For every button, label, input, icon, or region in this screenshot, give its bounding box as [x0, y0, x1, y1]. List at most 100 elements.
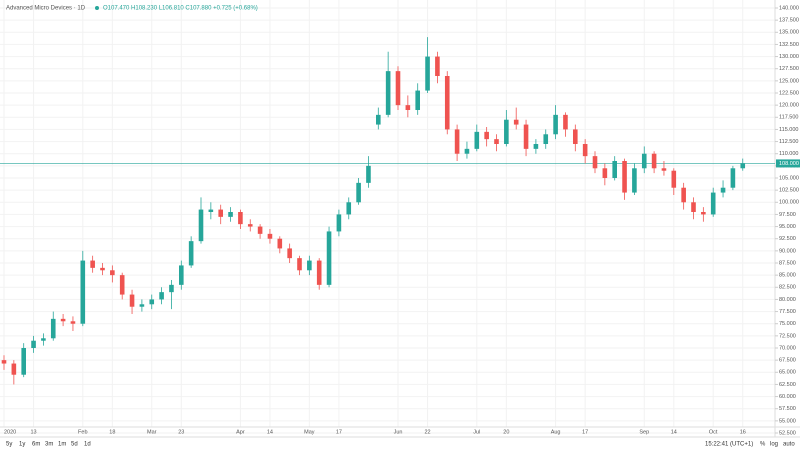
- candle-body: [730, 168, 736, 188]
- candle-body: [247, 224, 253, 227]
- candle-body: [681, 187, 686, 203]
- y-tick-label: 65.000: [779, 370, 796, 376]
- candle-body: [582, 144, 588, 157]
- y-tick-label: 67.500: [779, 358, 796, 364]
- y-tick-label: 95.000: [779, 224, 796, 230]
- candle-body: [671, 170, 677, 188]
- candle-body: [277, 238, 283, 249]
- range-button[interactable]: 3m: [45, 442, 53, 448]
- candle-body: [701, 212, 706, 215]
- candle-body: [307, 260, 312, 271]
- candle-body: [297, 258, 302, 271]
- y-tick-label: 97.500: [779, 212, 796, 218]
- x-tick-label: 17: [582, 429, 588, 435]
- y-tick-label: 132.500: [779, 42, 799, 48]
- y-tick-label: 100.000: [779, 200, 799, 206]
- candle-body: [188, 241, 194, 266]
- candle-body: [740, 163, 746, 169]
- x-tick-label: 2020: [4, 429, 16, 435]
- candle-body: [238, 212, 243, 225]
- candle-body: [612, 161, 617, 178]
- y-tick-label: 82.500: [779, 285, 796, 291]
- candle-body: [474, 131, 480, 149]
- status-dot: [95, 6, 99, 10]
- range-button[interactable]: 1d: [84, 442, 91, 448]
- scale-option[interactable]: auto: [783, 442, 795, 448]
- candle-body: [632, 168, 637, 193]
- last-price-tag: [776, 159, 800, 168]
- candle-body: [356, 182, 361, 203]
- candle-body: [425, 56, 430, 91]
- scale-option[interactable]: %: [760, 442, 766, 448]
- y-tick-label: 62.500: [779, 382, 796, 388]
- x-tick-label: Mar: [147, 429, 157, 435]
- candle-body: [395, 71, 401, 106]
- candle-body: [149, 299, 155, 305]
- candle-body: [1, 360, 7, 364]
- candle-body: [415, 90, 420, 110]
- y-tick-label: 125.000: [779, 78, 799, 84]
- candle-body: [444, 76, 450, 130]
- y-tick-label: 55.000: [779, 418, 796, 424]
- candle-body: [129, 294, 135, 307]
- x-tick-label: Oct: [709, 429, 718, 435]
- ohlc-readout: O107.470 H108.230 L106.810 C107.880 +0.7…: [103, 6, 258, 12]
- range-button[interactable]: 1m: [58, 442, 66, 448]
- candle-body: [208, 209, 214, 212]
- range-button[interactable]: 5y: [6, 442, 12, 448]
- candle-body: [21, 348, 26, 375]
- candle-body: [346, 202, 352, 215]
- y-tick-label: 85.000: [779, 273, 796, 279]
- x-tick-label: 17: [336, 429, 342, 435]
- y-tick-label: 52.500: [779, 430, 796, 436]
- candle-body: [464, 148, 470, 154]
- y-tick-label: 135.000: [779, 30, 799, 36]
- candle-body: [267, 233, 273, 239]
- candle-body: [641, 153, 647, 169]
- y-tick-label: 75.000: [779, 321, 796, 327]
- candle-body: [385, 71, 391, 115]
- candle-body: [11, 363, 17, 375]
- candle-body: [484, 131, 489, 140]
- y-tick-label: 57.500: [779, 406, 796, 412]
- candle-body: [405, 105, 411, 110]
- x-tick-label: May: [304, 429, 315, 435]
- candle-body: [504, 119, 509, 144]
- x-tick-label: Feb: [78, 429, 87, 435]
- candle-body: [179, 265, 184, 285]
- y-tick-label: 112.500: [779, 139, 798, 145]
- y-tick-label: 117.500: [779, 115, 798, 121]
- candle-body: [494, 139, 499, 144]
- y-tick-label: 60.000: [779, 394, 796, 400]
- candle-body: [41, 338, 46, 341]
- chart-title: Advanced Micro Devices · 1D: [6, 6, 86, 12]
- y-tick-label: 70.000: [779, 345, 796, 351]
- candle-body: [454, 129, 460, 154]
- y-tick-label: 122.500: [779, 90, 799, 96]
- candle-body: [602, 168, 608, 178]
- x-tick-label: 14: [267, 429, 273, 435]
- x-tick-label: Aug: [551, 429, 561, 435]
- y-tick-label: 115.000: [779, 127, 798, 133]
- range-button[interactable]: 6m: [32, 442, 40, 448]
- candle-body: [376, 114, 381, 125]
- candle-body: [573, 129, 578, 144]
- candle-body: [523, 124, 529, 149]
- y-tick-label: 72.500: [779, 333, 796, 339]
- candle-body: [228, 212, 233, 217]
- candle-body: [50, 318, 56, 339]
- x-tick-label: 18: [109, 429, 115, 435]
- scale-option[interactable]: log: [770, 442, 778, 448]
- last-price-label: 108.000: [779, 161, 799, 167]
- x-tick-label: 22: [424, 429, 430, 435]
- y-tick-label: 80.000: [779, 297, 796, 303]
- candle-body: [139, 304, 145, 307]
- range-button[interactable]: 5d: [71, 442, 78, 448]
- y-tick-label: 102.500: [779, 188, 799, 194]
- range-button[interactable]: 1y: [19, 442, 25, 448]
- candle-body: [563, 114, 568, 130]
- candle-body: [366, 165, 371, 183]
- candle-body: [336, 214, 342, 232]
- y-tick-label: 105.000: [779, 175, 799, 181]
